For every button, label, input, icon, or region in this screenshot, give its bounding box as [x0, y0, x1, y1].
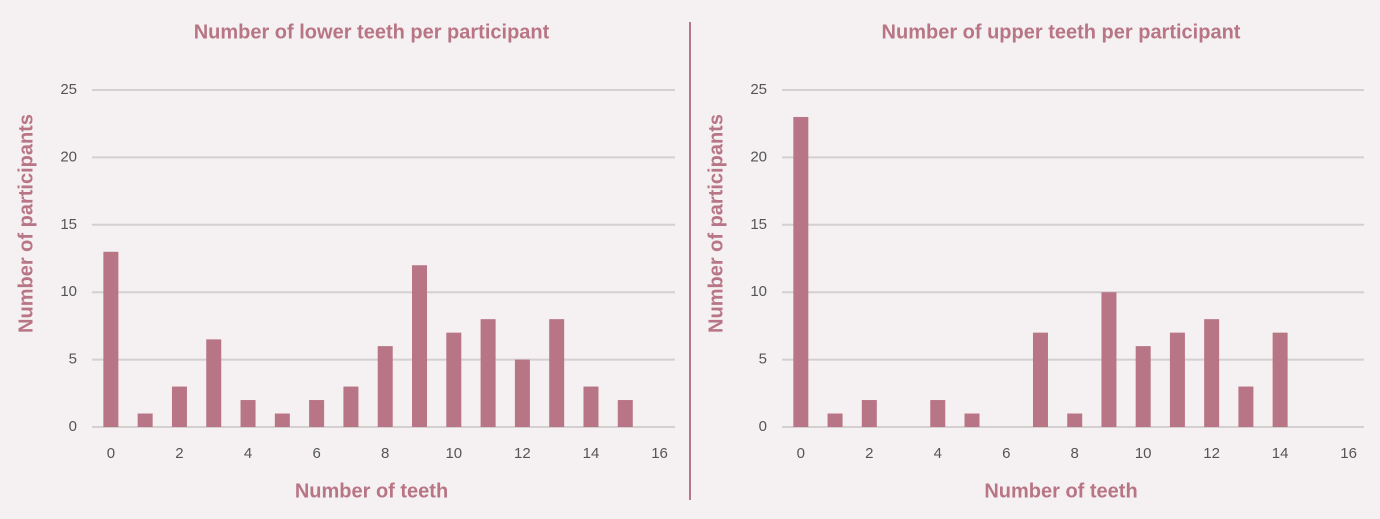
- y-tick-label: 5: [759, 351, 767, 368]
- bar: [861, 400, 877, 427]
- bar: [446, 332, 462, 427]
- x-tick-label: 2: [175, 445, 183, 462]
- y-tick-label: 20: [60, 148, 77, 165]
- x-tick-label: 0: [797, 445, 805, 462]
- bar: [103, 251, 119, 427]
- y-tick-label: 20: [750, 148, 767, 165]
- bar: [171, 386, 187, 427]
- x-tick-label: 14: [583, 445, 600, 462]
- y-axis-title: Number of participants: [705, 114, 727, 333]
- bar: [549, 319, 565, 427]
- bar: [1101, 292, 1117, 427]
- x-tick-label: 16: [651, 445, 668, 462]
- chart-title: Number of lower teeth per participant: [194, 21, 550, 43]
- bar: [930, 400, 946, 427]
- x-tick-label: 4: [934, 445, 942, 462]
- bar: [240, 400, 256, 427]
- x-tick-label: 2: [865, 445, 873, 462]
- bar: [514, 359, 530, 427]
- bar: [583, 386, 599, 427]
- y-tick-label: 0: [759, 418, 767, 435]
- x-tick-label: 4: [244, 445, 252, 462]
- bar: [377, 346, 393, 427]
- bar: [1169, 332, 1185, 427]
- bar: [1067, 413, 1083, 427]
- bar: [1238, 386, 1254, 427]
- x-tick-label: 12: [514, 445, 531, 462]
- bar: [617, 400, 633, 427]
- bar: [1204, 319, 1220, 427]
- x-tick-label: 0: [107, 445, 115, 462]
- x-axis-title: Number of teeth: [984, 480, 1137, 502]
- bar: [1032, 332, 1048, 427]
- bar: [1135, 346, 1151, 427]
- y-tick-label: 15: [750, 216, 767, 233]
- y-tick-label: 10: [60, 283, 77, 300]
- x-tick-label: 10: [1135, 445, 1152, 462]
- y-tick-label: 25: [60, 81, 77, 98]
- bar: [274, 413, 290, 427]
- bar: [480, 319, 496, 427]
- x-tick-label: 16: [1340, 445, 1357, 462]
- y-tick-label: 25: [750, 81, 767, 98]
- y-tick-label: 5: [69, 351, 77, 368]
- x-tick-label: 12: [1203, 445, 1220, 462]
- x-tick-label: 6: [1002, 445, 1010, 462]
- bar: [206, 339, 222, 427]
- y-tick-label: 15: [60, 216, 77, 233]
- x-tick-label: 14: [1272, 445, 1289, 462]
- x-tick-label: 6: [312, 445, 320, 462]
- bar: [827, 413, 843, 427]
- bar: [309, 400, 325, 427]
- bar: [793, 116, 809, 428]
- y-axis-title: Number of participants: [15, 114, 37, 333]
- x-axis-title: Number of teeth: [295, 480, 448, 502]
- bar: [343, 386, 359, 427]
- x-tick-label: 8: [1071, 445, 1079, 462]
- bar: [964, 413, 980, 427]
- x-tick-label: 8: [381, 445, 389, 462]
- y-tick-label: 10: [750, 283, 767, 300]
- bar: [137, 413, 153, 427]
- chart-title: Number of upper teeth per participant: [882, 21, 1241, 43]
- bar: [412, 265, 428, 427]
- bar: [1272, 332, 1288, 427]
- y-tick-label: 0: [69, 418, 77, 435]
- x-tick-label: 10: [445, 445, 462, 462]
